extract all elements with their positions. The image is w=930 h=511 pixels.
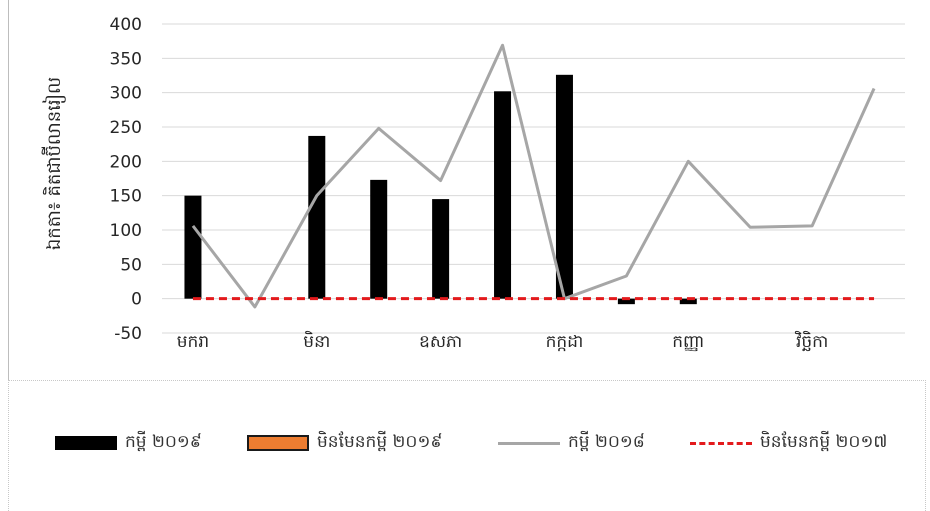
legend-item: កម្ពី ២០១៨ — [498, 428, 645, 458]
legend-label: កម្ពី ២០១៨ — [568, 431, 645, 456]
bar — [370, 180, 387, 299]
y-axis-title: ឯកតា៖ គិតជាប៊ីលានរៀល — [41, 77, 66, 250]
y-tick-label: 50 — [120, 255, 142, 275]
left-border — [8, 0, 9, 380]
y-tick-label: 400 — [110, 15, 142, 35]
x-tick-label: មករា — [177, 332, 209, 352]
legend-label: មិនមែនកម្ពី ២០១៧ — [760, 431, 887, 456]
legend-swatch — [55, 436, 117, 450]
legend-label: មិនមែនកម្ពី ២០១៩ — [317, 431, 442, 456]
legend-item: មិនមែនកម្ពី ២០១៧ — [690, 428, 887, 458]
x-tick-label: វិច្ឆិកា — [794, 330, 828, 352]
bar — [432, 199, 449, 299]
legend-swatch — [247, 435, 309, 451]
bar — [494, 91, 511, 298]
legend-item: មិនមែនកម្ពី ២០១៩ — [247, 428, 442, 458]
legend-label: កម្ពី ២០១៩ — [125, 431, 202, 456]
y-tick-label: 350 — [110, 49, 142, 69]
x-tick-label: កក្កដា — [546, 332, 584, 352]
y-tick-label: 300 — [110, 84, 142, 104]
bar — [556, 75, 573, 299]
series-line — [193, 45, 874, 307]
x-tick-label: ឧសភា — [419, 332, 462, 352]
plot-area: -50 0 50 100 150 200 250 300 350 400 ឯកតា៖ គិតជាប៊… — [0, 0, 930, 380]
y-tick-label: 0 — [131, 290, 142, 310]
legend-item: កម្ពី ២០១៩ — [55, 428, 202, 458]
legend: កម្ពី ២០១៩ មិនមែនកម្ពី ២០១៩ កម្ពី ២០១៨ មិនម… — [0, 428, 930, 458]
y-tick-label: 200 — [110, 152, 142, 172]
bar — [308, 136, 325, 299]
legend-swatch — [690, 442, 752, 445]
y-tick-label: 100 — [110, 221, 142, 241]
y-tick-label: -50 — [114, 324, 142, 344]
bar — [184, 196, 201, 299]
x-tick-label: មិនា — [303, 330, 330, 352]
y-tick-label: 250 — [110, 118, 142, 138]
x-tick-label: កញ្ញា — [672, 332, 704, 352]
y-tick-label: 150 — [110, 187, 142, 207]
legend-swatch — [498, 442, 560, 445]
